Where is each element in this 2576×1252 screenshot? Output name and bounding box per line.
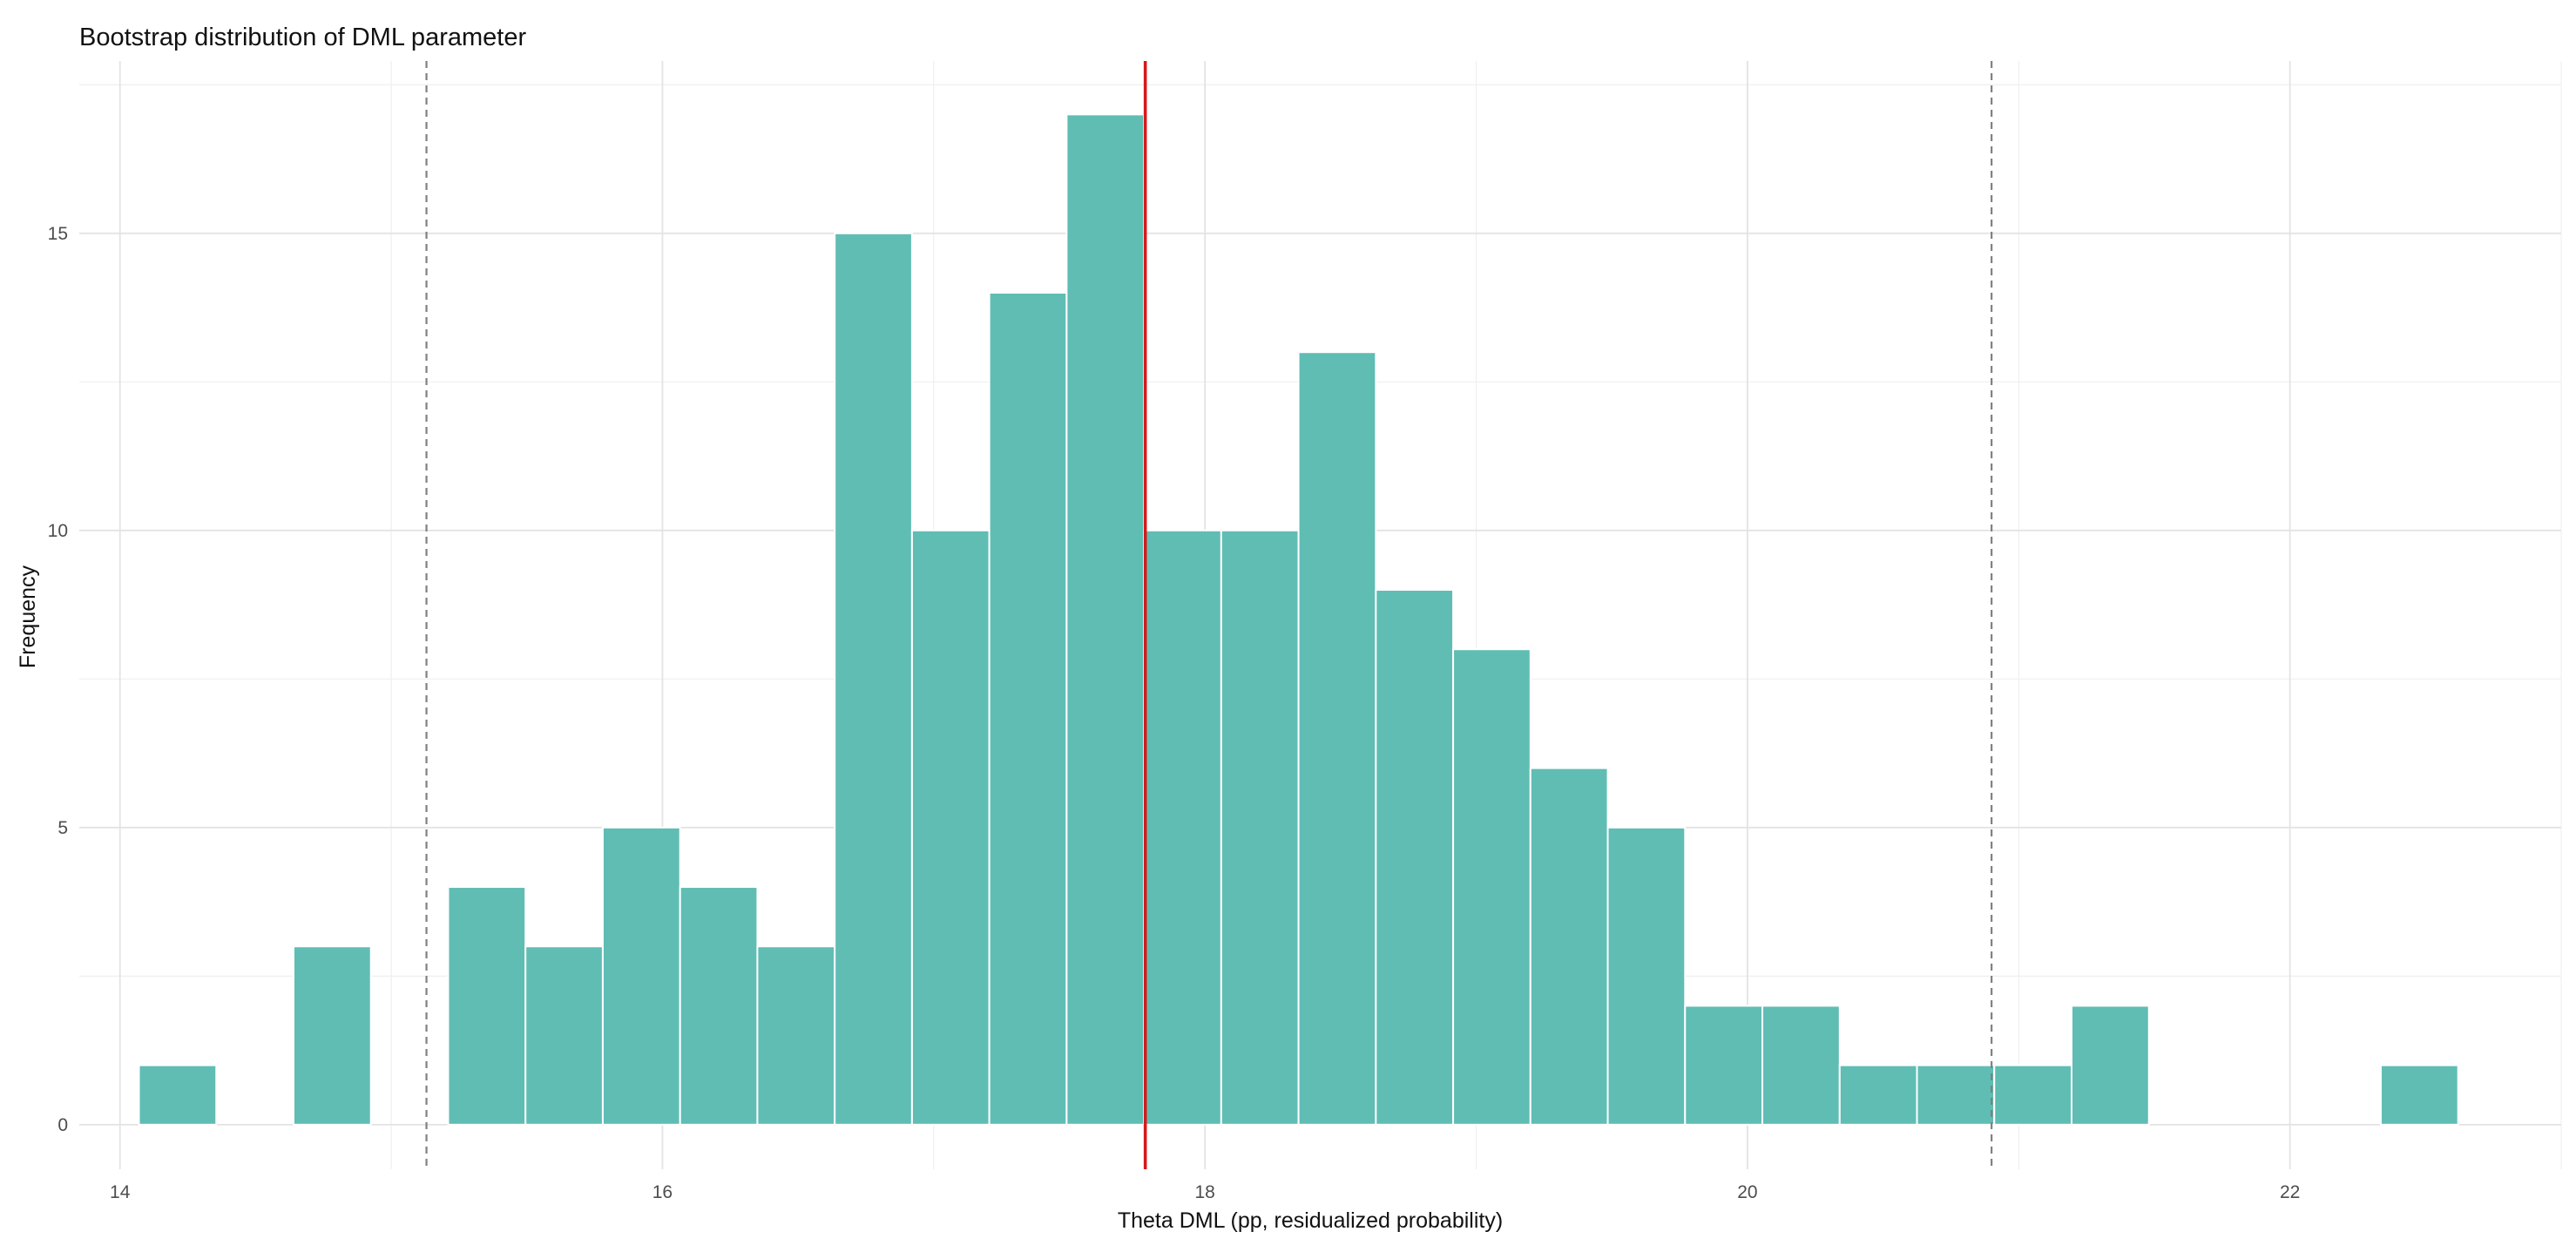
- y-tick-label: 5: [57, 818, 68, 838]
- histogram-bar: [524, 945, 604, 1126]
- x-tick-label: 20: [1737, 1182, 1757, 1202]
- y-tick-label: 10: [48, 521, 68, 541]
- histogram-bar: [988, 291, 1068, 1126]
- histogram-bar: [1065, 113, 1146, 1126]
- histogram-bar: [138, 1064, 218, 1126]
- histogram-bar: [447, 886, 527, 1126]
- chart-title: Bootstrap distribution of DML parameter: [79, 24, 526, 51]
- x-tick-label: 16: [652, 1182, 673, 1202]
- histogram-bar: [834, 232, 913, 1126]
- histogram-bar: [1375, 589, 1455, 1126]
- histogram-bar: [756, 945, 836, 1126]
- y-tick-label: 0: [57, 1115, 68, 1135]
- histogram-bar: [1452, 648, 1531, 1126]
- histogram-bar: [1993, 1064, 2072, 1126]
- histogram-bar: [1684, 1005, 1764, 1126]
- x-tick-label: 14: [110, 1182, 131, 1202]
- reference-lines: [425, 61, 1993, 1169]
- histogram-bar: [1143, 529, 1222, 1126]
- histogram-bar: [292, 945, 372, 1126]
- x-tick-label: 22: [2280, 1182, 2300, 1202]
- histogram-bar: [1529, 767, 1609, 1126]
- histogram-bar: [1606, 826, 1687, 1126]
- x-axis-ticks: 14 16 18 20 22: [110, 1182, 2300, 1202]
- histogram-bar: [601, 826, 681, 1126]
- x-tick-label: 18: [1194, 1182, 1214, 1202]
- x-axis-label: Theta DML (pp, residualized probability): [1118, 1208, 1503, 1233]
- histogram-bar: [1761, 1005, 1841, 1126]
- histogram-bar: [1916, 1064, 1996, 1126]
- histogram-bar: [2070, 1005, 2150, 1126]
- histogram-bar: [1297, 351, 1377, 1126]
- y-tick-label: 15: [48, 224, 68, 244]
- histogram-bars: [138, 113, 2459, 1126]
- histogram-bar: [679, 886, 759, 1126]
- histogram-bar: [1838, 1064, 1918, 1126]
- y-axis-ticks: 0 5 10 15: [48, 224, 68, 1135]
- y-axis-label: Frequency: [16, 565, 40, 668]
- histogram-bar: [1220, 529, 1300, 1126]
- histogram-bar: [2379, 1064, 2459, 1126]
- histogram-bar: [910, 529, 991, 1126]
